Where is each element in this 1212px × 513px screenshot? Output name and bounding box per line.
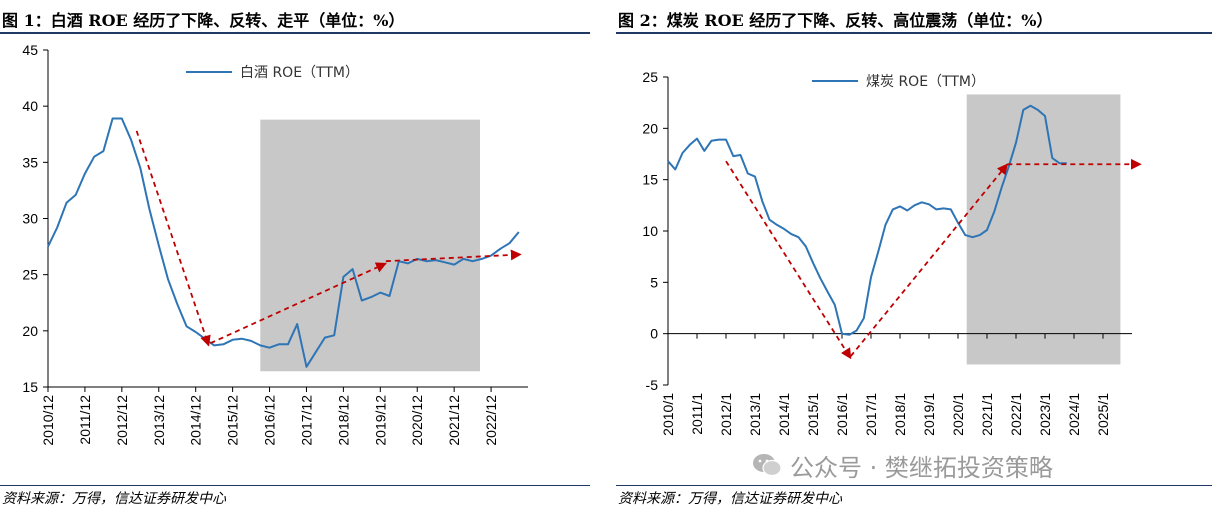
source-note-2: 资料来源：万得，信达证券研发中心: [618, 491, 842, 507]
x-tick-label: 2020/12: [409, 395, 425, 446]
legend-label: 煤炭 ROE（TTM）: [866, 74, 985, 90]
x-tick-label: 2015/12: [225, 395, 241, 446]
y-tick-label: 35: [22, 154, 38, 170]
y-tick-label: 25: [22, 267, 38, 283]
x-tick-label: 2018/12: [335, 395, 351, 446]
y-tick-label: 15: [22, 379, 38, 395]
x-tick-label: 2017/1: [863, 393, 879, 436]
watermark-text: 公众号 · 樊继拓投资策略: [790, 453, 1053, 482]
x-tick-label: 2012/12: [114, 395, 130, 446]
x-tick-label: 2014/12: [188, 395, 204, 446]
wechat-icon: [753, 454, 782, 477]
chart-panel-1: 图 1：白酒 ROE 经历了下降、反转、走平（单位：%） 15 20 25 30 35 4…: [0, 0, 590, 513]
y-tick-label: 5: [650, 274, 658, 290]
x-tick-label: 2011/12: [77, 395, 93, 445]
trend-arrow: [135, 130, 211, 347]
y-tick-label: -5: [646, 377, 659, 393]
y-tick-label: 0: [650, 326, 658, 342]
coal-roe-chart: -5 0 5 10 15 20 25 2010/1 2011/1 2012/1 2013/1 2014…: [642, 69, 1142, 436]
roe-series-line: [667, 104, 1067, 336]
x-tick-label: 2013/1: [747, 393, 763, 436]
y-tick-label: 45: [22, 42, 38, 58]
x-tick-label: 2019/12: [372, 395, 388, 446]
x-tick-label: 2023/1: [1037, 393, 1053, 436]
y-tick-label: 15: [642, 172, 658, 188]
y-tick-label: 30: [22, 211, 38, 227]
y-tick-label: 20: [642, 120, 658, 136]
x-tick-label: 2010/12: [40, 395, 56, 446]
baijiu-roe-chart: 15 20 25 30 35 40 45 2010/12 2011/12 2012/12 2013/…: [22, 42, 528, 446]
x-tick-label: 2016/1: [834, 393, 850, 436]
y-tick-label: 40: [22, 98, 38, 114]
shaded-region: [260, 119, 480, 372]
x-tick-label: 2021/12: [446, 395, 462, 446]
footer-rule-2: [616, 485, 1212, 486]
x-tick-label: 2013/12: [151, 395, 167, 446]
x-tick-label: 2024/1: [1066, 393, 1082, 436]
x-tick-label: 2019/1: [921, 393, 937, 436]
x-tick-label: 2018/1: [892, 393, 908, 436]
source-note-1: 资料来源：万得，信达证券研发中心: [2, 491, 226, 507]
chart-title-1: 图 1：白酒 ROE 经历了下降、反转、走平（单位：%）: [2, 11, 405, 30]
title-rule-2: [616, 32, 1212, 34]
x-tick-label: 2022/1: [1008, 393, 1024, 436]
y-tick-label: 20: [22, 323, 38, 339]
trend-arrow: [385, 249, 522, 263]
legend-label: 白酒 ROE（TTM）: [240, 65, 359, 81]
chart-panel-2: 图 2：煤炭 ROE 经历了下降、反转、高位震荡（单位：%） -5 0 5 10 15 2…: [616, 0, 1212, 513]
footer-rule-1: [0, 485, 590, 486]
trend-arrow: [725, 160, 852, 360]
x-tick-label: 2012/1: [718, 393, 734, 436]
x-tick-label: 2020/1: [950, 393, 966, 436]
roe-series-line: [47, 117, 520, 368]
x-tick-label: 2017/12: [298, 395, 314, 446]
x-tick-label: 2016/12: [262, 395, 278, 446]
shaded-region: [966, 94, 1121, 365]
title-rule-1: [0, 32, 590, 34]
wechat-watermark: 公众号 · 樊继拓投资策略: [752, 448, 1172, 482]
x-tick-label: 2010/1: [660, 393, 676, 436]
chart-title-2: 图 2：煤炭 ROE 经历了下降、反转、高位震荡（单位：%）: [618, 11, 1053, 30]
x-tick-label: 2014/1: [776, 393, 792, 436]
x-tick-label: 2021/1: [979, 393, 995, 436]
y-tick-label: 10: [642, 223, 658, 239]
y-tick-label: 25: [642, 69, 658, 85]
x-tick-label: 2011/1: [689, 393, 705, 435]
x-tick-label: 2025/1: [1095, 393, 1111, 436]
x-tick-label: 2022/12: [483, 395, 499, 446]
x-tick-label: 2015/1: [805, 393, 821, 436]
